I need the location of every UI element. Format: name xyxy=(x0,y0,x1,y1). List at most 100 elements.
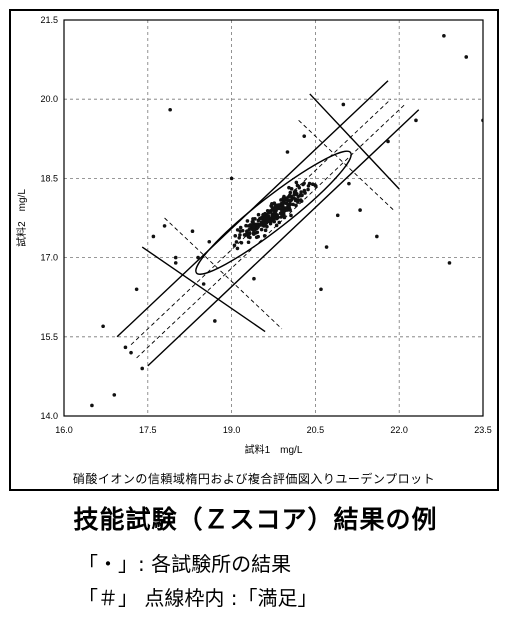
data-point xyxy=(101,324,105,329)
data-point xyxy=(294,192,299,197)
y-axis-label: 試料2 mg/L xyxy=(15,189,28,247)
data-point xyxy=(233,234,238,238)
data-point xyxy=(253,231,258,235)
x-tick-label: 19.0 xyxy=(223,425,241,435)
data-point xyxy=(239,240,244,245)
data-point xyxy=(289,213,293,218)
data-point xyxy=(162,224,167,228)
data-point xyxy=(284,196,289,201)
data-point xyxy=(271,213,276,217)
data-point xyxy=(251,228,256,233)
data-point xyxy=(302,188,307,193)
data-point xyxy=(265,213,269,218)
data-point xyxy=(280,206,285,210)
data-point xyxy=(256,212,261,217)
data-point xyxy=(237,235,242,240)
data-point xyxy=(238,233,242,237)
data-point xyxy=(252,276,256,281)
x-tick-label: 16.0 xyxy=(55,425,73,435)
data-point xyxy=(285,202,290,207)
data-point xyxy=(251,224,256,229)
data-point xyxy=(289,198,294,202)
x-tick-label: 23.5 xyxy=(474,425,492,435)
data-point xyxy=(234,240,239,244)
data-point xyxy=(279,198,283,202)
data-point xyxy=(123,345,128,350)
data-point xyxy=(274,223,279,228)
data-point xyxy=(247,231,252,236)
data-point xyxy=(246,240,251,245)
data-point xyxy=(207,239,212,244)
data-point xyxy=(243,233,248,237)
data-point xyxy=(251,220,255,224)
data-point xyxy=(267,219,271,224)
y-tick-label: 17.0 xyxy=(40,253,58,263)
legend-dot-meaning: 「・」: 各試験所の結果 xyxy=(78,552,292,576)
x-axis-label: 試料1 mg/L xyxy=(245,443,303,456)
confidence-ellipse xyxy=(195,150,352,275)
data-point xyxy=(277,220,282,225)
data-point xyxy=(238,225,243,230)
data-point xyxy=(213,319,217,323)
data-point xyxy=(134,287,139,292)
data-point xyxy=(287,185,291,190)
data-point xyxy=(173,261,178,265)
data-point xyxy=(291,202,295,207)
outer-boundary-right xyxy=(309,93,400,190)
chart-caption: 硝酸イオンの信頼域楕円および複合評価図入りユーデンプロット xyxy=(72,472,436,486)
data-point xyxy=(276,203,281,207)
data-point xyxy=(442,34,446,38)
inner-boundary-left xyxy=(164,217,283,330)
y-tick-label: 20.0 xyxy=(40,94,58,104)
data-point xyxy=(265,224,269,229)
data-point xyxy=(287,205,291,209)
outer-boundary-lower xyxy=(147,109,420,367)
data-point xyxy=(447,261,452,265)
data-point xyxy=(270,205,274,209)
data-point xyxy=(140,366,145,371)
data-point xyxy=(229,176,234,181)
data-point xyxy=(481,118,483,123)
data-point xyxy=(319,287,323,292)
data-point xyxy=(270,219,274,223)
data-point xyxy=(151,234,156,239)
data-point xyxy=(310,182,315,187)
data-point xyxy=(129,350,133,355)
data-point xyxy=(245,219,250,223)
data-point xyxy=(358,208,362,212)
data-point xyxy=(251,217,255,221)
data-point xyxy=(386,139,390,144)
data-point xyxy=(258,222,263,227)
data-point xyxy=(282,213,286,218)
data-point xyxy=(240,228,245,233)
data-point xyxy=(259,216,264,220)
data-point xyxy=(289,194,294,199)
data-point xyxy=(375,234,379,239)
data-point xyxy=(256,218,261,223)
page-heading: 技能試験（Ｚスコア）結果の例 xyxy=(73,505,438,534)
data-point xyxy=(256,234,260,239)
data-point xyxy=(190,229,195,233)
legend-dashed-box-meaning: 「＃」 点線枠内 :「満足」 xyxy=(78,586,318,610)
data-point xyxy=(247,227,252,232)
data-point xyxy=(90,403,94,408)
data-point xyxy=(341,102,346,107)
data-point xyxy=(263,228,268,233)
plot-border xyxy=(63,19,484,417)
data-point xyxy=(244,223,248,228)
data-point xyxy=(270,208,274,212)
data-point xyxy=(168,107,172,112)
data-point xyxy=(314,184,318,188)
data-point xyxy=(293,198,298,203)
data-point xyxy=(196,255,200,260)
data-point xyxy=(232,243,237,248)
data-point xyxy=(335,213,340,218)
data-point xyxy=(298,198,303,202)
y-tick-label: 14.0 xyxy=(40,411,58,421)
data-point xyxy=(259,227,264,232)
data-point xyxy=(302,181,306,186)
data-point xyxy=(248,223,253,227)
data-point xyxy=(235,246,240,251)
data-point xyxy=(302,134,307,138)
data-point xyxy=(293,189,298,193)
